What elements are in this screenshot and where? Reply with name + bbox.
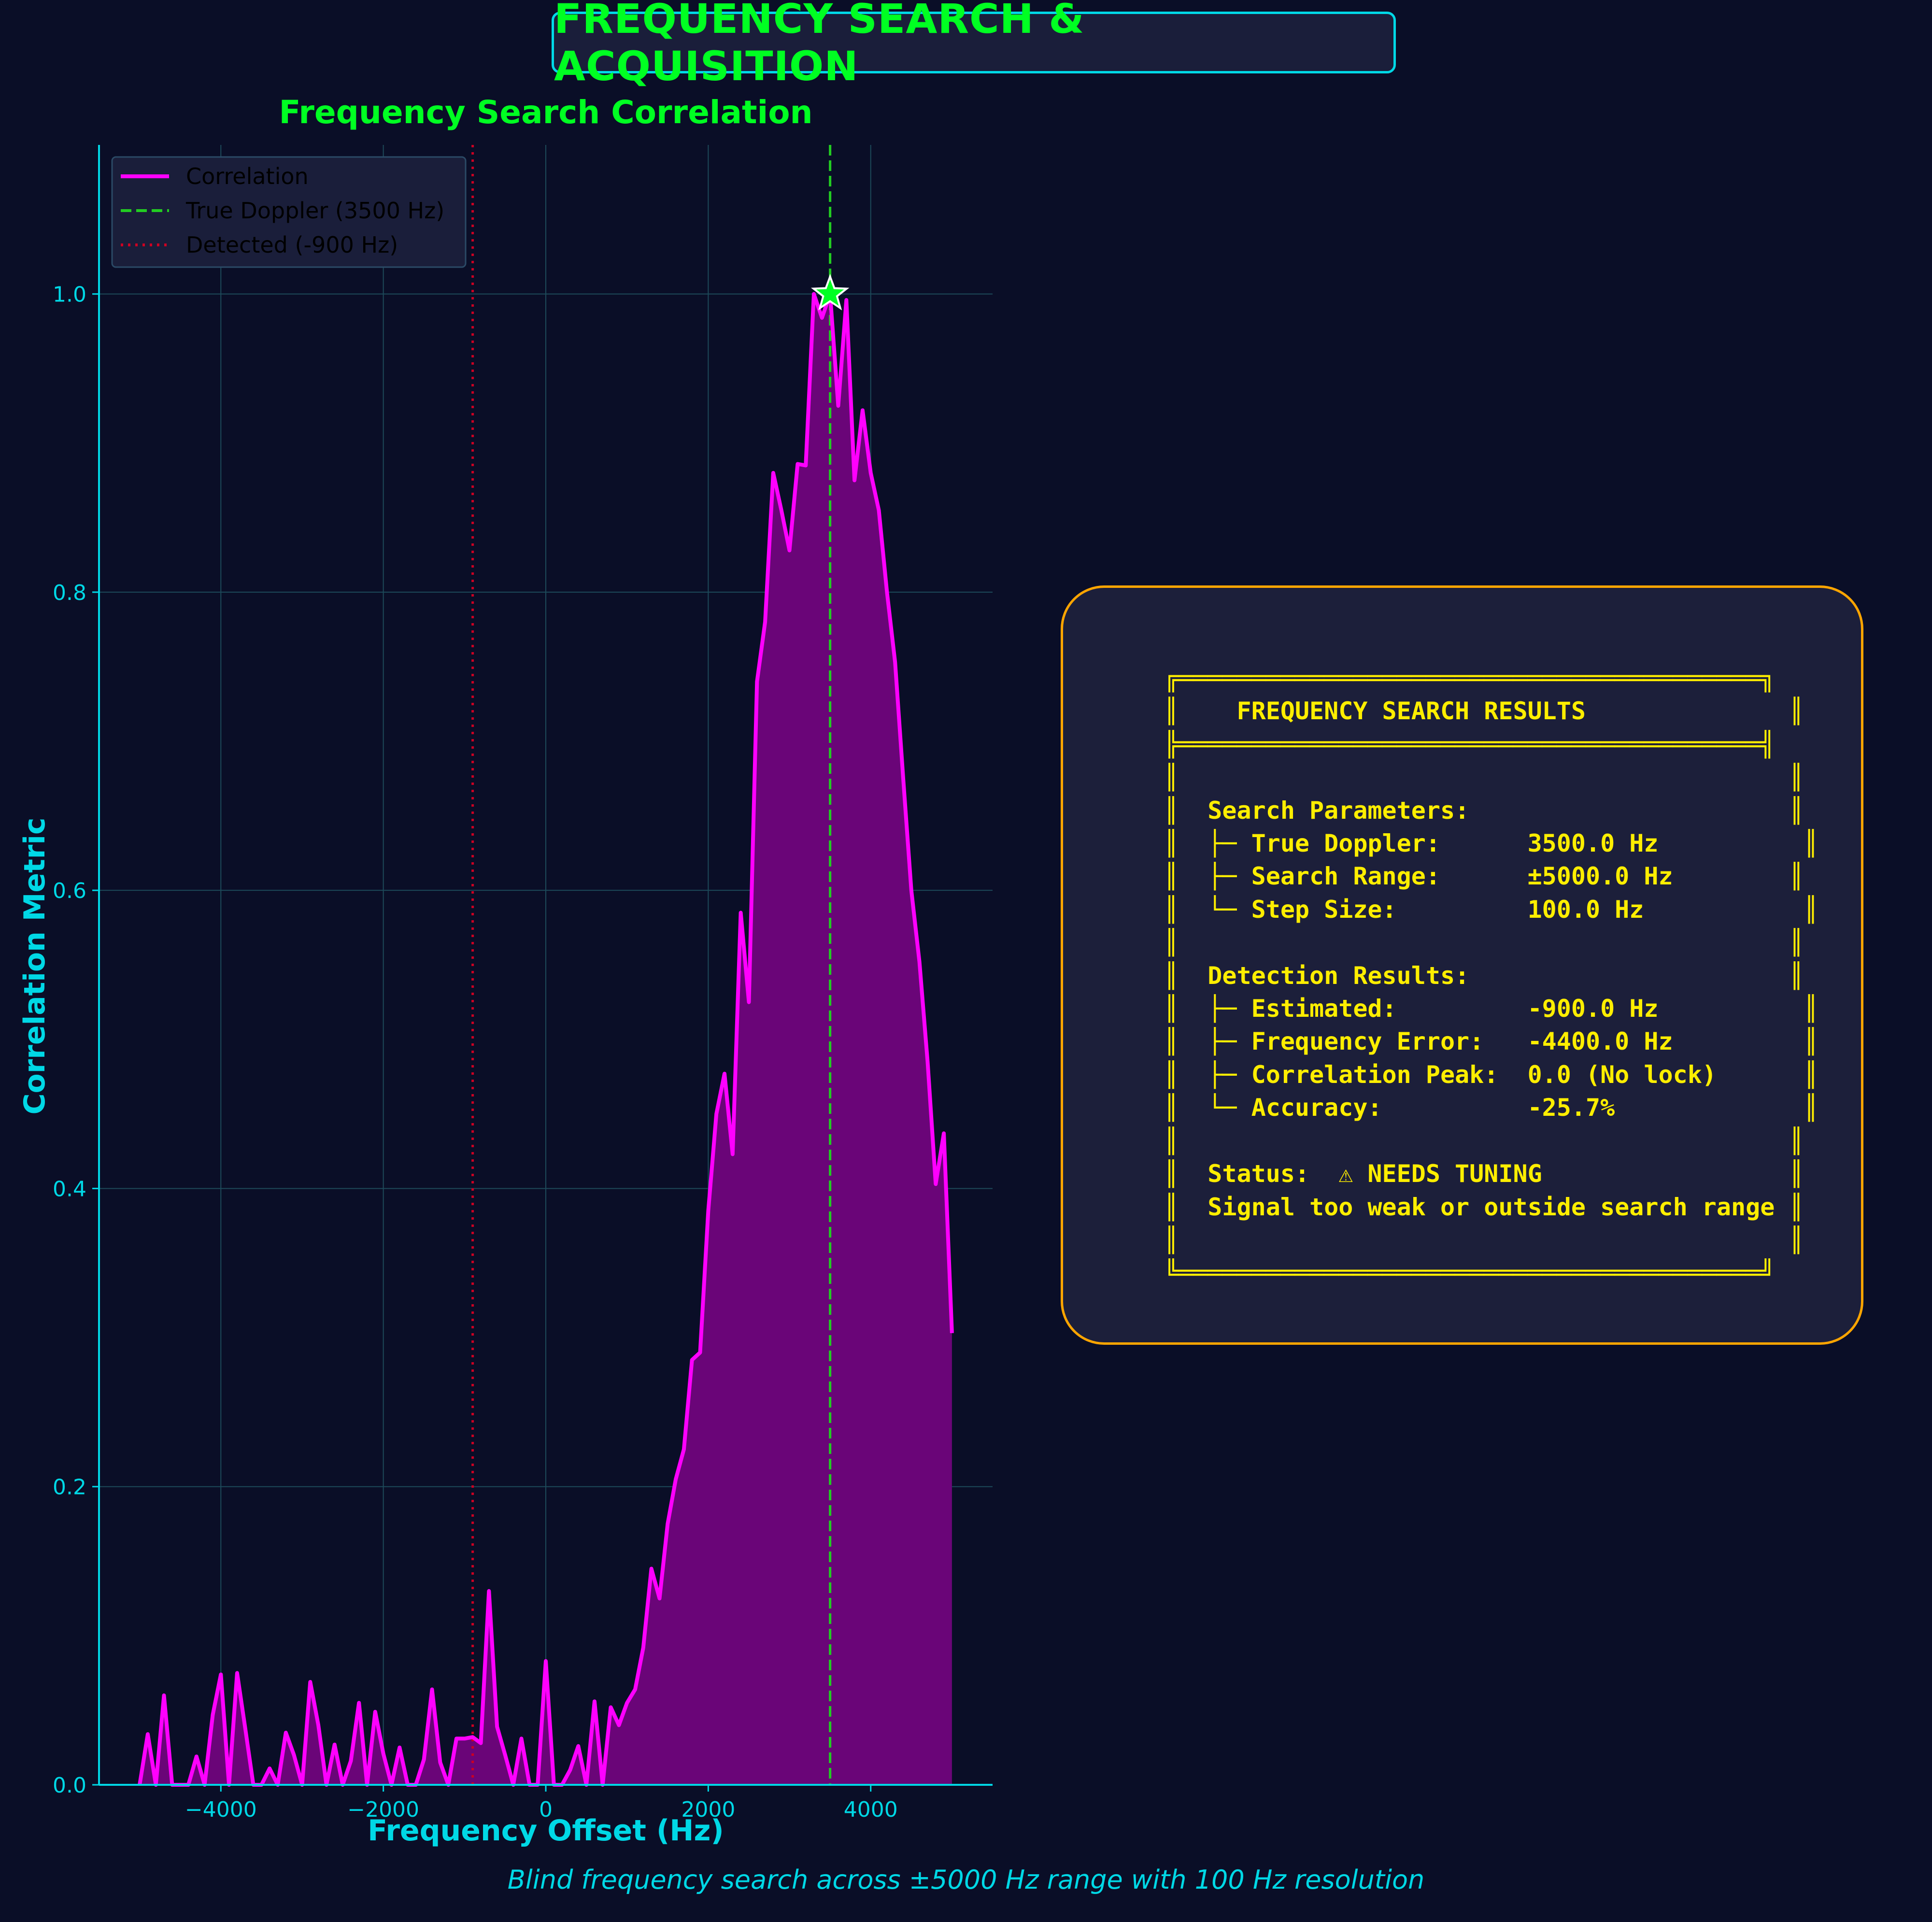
results-line: ║ FREQUENCY SEARCH RESULTS ║ <box>1164 697 1804 726</box>
peak-star-marker <box>810 273 850 311</box>
legend-label-correlation: Correlation <box>186 163 309 189</box>
results-line: ║ ├─ Estimated: -900.0 Hz ║ <box>1164 995 1818 1023</box>
legend-label-true-doppler: True Doppler (3500 Hz) <box>185 198 444 224</box>
results-line: ║ Detection Results: ║ <box>1164 961 1804 990</box>
x-axis-label: Frequency Offset (Hz) <box>368 1814 724 1848</box>
x-tick-label: 2000 <box>681 1797 735 1822</box>
y-tick-label: 0.0 <box>53 1773 86 1798</box>
results-line: ║ ║ <box>1164 1225 1804 1254</box>
y-tick-label: 0.4 <box>53 1177 86 1201</box>
results-line: ║ ├─ Frequency Error: -4400.0 Hz ║ <box>1164 1027 1818 1056</box>
y-axis-label: Correlation Metric <box>18 817 52 1114</box>
x-tick-label: −4000 <box>185 1797 257 1822</box>
chart-title: Frequency Search Correlation <box>279 94 812 131</box>
results-line: ║ Status: ⚠ NEEDS TUNING ║ <box>1164 1160 1804 1188</box>
x-tick-label: 0 <box>539 1797 553 1822</box>
axis-ticks: −4000 −2000 0 2000 4000 0.0 0.2 0.4 0.6 0.8 1.0 <box>53 283 898 1822</box>
results-line: ║ ├─ True Doppler: 3500.0 Hz ║ <box>1164 829 1818 858</box>
results-line: ║ ║ <box>1164 928 1804 957</box>
correlation-line <box>138 292 954 1787</box>
y-tick-label: 0.8 <box>53 581 86 605</box>
legend-label-detected: Detected (-900 Hz) <box>186 232 398 258</box>
y-tick-label: 0.2 <box>53 1475 86 1500</box>
results-line: ║ ║ <box>1164 1126 1804 1155</box>
results-line: ╔═══════════════════════════════════════… <box>1164 664 1775 692</box>
x-tick-label: 4000 <box>844 1797 898 1822</box>
results-line: ║ └─ Accuracy: -25.7% ║ <box>1164 1094 1818 1122</box>
x-tick-label: −2000 <box>347 1797 419 1822</box>
results-line: ║ ├─ Search Range: ±5000.0 Hz ║ <box>1164 862 1804 891</box>
legend-box <box>111 156 467 268</box>
results-line: ║ Search Parameters: ║ <box>1164 796 1804 825</box>
results-line: ║ └─ Step Size: 100.0 Hz ║ <box>1164 895 1818 924</box>
legend: Correlation True Doppler (3500 Hz) Detec… <box>111 156 467 268</box>
results-line: ╚═══════════════════════════════════════… <box>1164 1259 1775 1287</box>
results-panel <box>1061 585 1863 1345</box>
results-line: ║ ║ <box>1164 763 1804 792</box>
y-tick-label: 0.6 <box>53 879 86 903</box>
caption: Blind frequency search across ±5000 Hz r… <box>507 1865 1425 1895</box>
correlation-fill <box>140 294 952 1785</box>
results-line: ╠═══════════════════════════════════════… <box>1164 730 1775 758</box>
results-text: ╔═══════════════════════════════════════… <box>1164 662 1818 1290</box>
y-tick-label: 1.0 <box>53 283 86 307</box>
results-line: ║ Signal too weak or outside search rang… <box>1164 1193 1804 1221</box>
results-line: ║ ├─ Correlation Peak: 0.0 (No lock) ║ <box>1164 1060 1818 1089</box>
